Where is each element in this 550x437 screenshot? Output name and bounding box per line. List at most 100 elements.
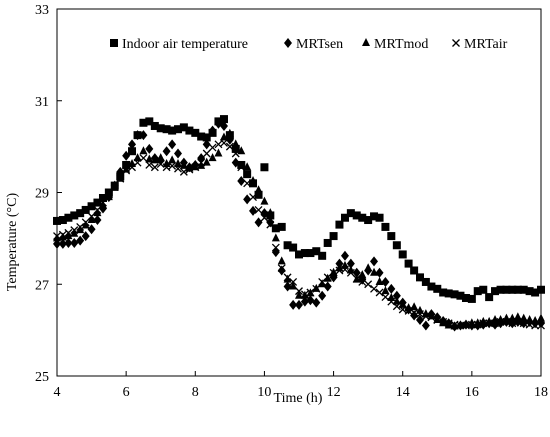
x-tick-label: 6 bbox=[123, 385, 130, 400]
data-point-mrtsen bbox=[64, 237, 73, 248]
data-point-mrtair bbox=[231, 149, 240, 158]
data-point-mrtmod bbox=[214, 148, 223, 157]
data-point-mrtmod bbox=[456, 320, 465, 329]
data-point-indoor-air-temperature bbox=[237, 160, 246, 169]
data-point-mrtair bbox=[358, 277, 367, 286]
data-point-indoor-air-temperature bbox=[381, 222, 390, 231]
data-point-mrtair bbox=[531, 321, 540, 330]
data-point-mrtair bbox=[64, 228, 73, 237]
data-point-mrtsen bbox=[208, 125, 217, 136]
data-point-indoor-air-temperature bbox=[502, 285, 511, 294]
data-point-indoor-air-temperature bbox=[283, 241, 292, 250]
data-point-mrtmod bbox=[225, 128, 234, 137]
data-point-indoor-air-temperature bbox=[433, 284, 442, 293]
legend-label-mrtair: MRTair bbox=[464, 37, 508, 52]
data-point-mrtair bbox=[191, 163, 200, 172]
data-point-mrtmod bbox=[133, 153, 142, 162]
data-point-mrtsen bbox=[410, 310, 419, 321]
y-tick-label: 31 bbox=[35, 95, 49, 110]
data-point-indoor-air-temperature bbox=[58, 216, 67, 225]
data-point-mrtair bbox=[513, 317, 522, 326]
cross-stroke bbox=[295, 287, 303, 296]
data-point-mrtmod bbox=[81, 220, 90, 229]
y-tick-label: 33 bbox=[35, 3, 49, 18]
data-point-mrtair bbox=[410, 308, 419, 317]
cross-stroke bbox=[473, 320, 482, 329]
data-point-mrtsen bbox=[243, 194, 252, 205]
legend-marker-mrtair bbox=[452, 39, 460, 47]
data-point-indoor-air-temperature bbox=[346, 209, 355, 218]
data-point-mrtair bbox=[93, 205, 102, 214]
data-point-indoor-air-temperature bbox=[444, 289, 453, 298]
data-point-mrtair bbox=[237, 163, 246, 172]
legend-label-mrtmod: MRTmod bbox=[374, 37, 428, 52]
series-layer bbox=[53, 115, 545, 332]
cross-stroke bbox=[53, 232, 61, 241]
data-point-mrtair bbox=[427, 313, 436, 322]
data-point-indoor-air-temperature bbox=[513, 285, 522, 294]
data-point-mrtair bbox=[537, 321, 545, 330]
data-point-indoor-air-temperature bbox=[70, 211, 79, 220]
cross-stroke bbox=[99, 198, 107, 207]
data-point-mrtmod bbox=[145, 154, 154, 163]
data-point-mrtair bbox=[174, 164, 182, 173]
data-point-mrtair bbox=[271, 243, 280, 252]
cross-stroke bbox=[508, 319, 517, 328]
cross-stroke bbox=[387, 297, 396, 306]
data-point-mrtair bbox=[346, 268, 355, 277]
cross-stroke bbox=[404, 306, 413, 315]
data-point-mrtmod bbox=[392, 296, 401, 305]
x-tick-label: 16 bbox=[465, 385, 479, 400]
cross-stroke bbox=[225, 142, 234, 151]
data-point-mrtmod bbox=[427, 311, 436, 320]
data-point-indoor-air-temperature bbox=[128, 147, 137, 156]
data-point-mrtmod bbox=[197, 160, 206, 169]
cross-stroke bbox=[162, 163, 171, 172]
data-point-mrtsen bbox=[81, 231, 90, 242]
data-point-indoor-air-temperature bbox=[410, 266, 419, 275]
data-point-mrtair bbox=[58, 230, 67, 239]
data-point-mrtair bbox=[289, 277, 298, 286]
data-point-mrtmod bbox=[53, 233, 61, 242]
data-point-mrtair bbox=[283, 273, 292, 282]
y-tick-label: 25 bbox=[35, 370, 49, 385]
cross-stroke bbox=[231, 149, 240, 158]
data-point-mrtsen bbox=[202, 139, 211, 150]
data-point-mrtsen bbox=[116, 166, 125, 177]
data-point-mrtmod bbox=[93, 208, 102, 217]
data-point-mrtsen bbox=[168, 139, 177, 150]
data-point-mrtsen bbox=[128, 139, 137, 150]
cross-stroke bbox=[145, 161, 154, 169]
cross-stroke bbox=[220, 138, 228, 147]
data-point-mrtair bbox=[145, 161, 154, 169]
data-point-indoor-air-temperature bbox=[531, 288, 540, 297]
plot-border bbox=[56, 8, 542, 377]
data-point-mrtmod bbox=[277, 256, 286, 265]
data-point-mrtsen bbox=[219, 120, 228, 131]
cross-stroke bbox=[277, 264, 286, 273]
cross-stroke bbox=[243, 179, 252, 188]
data-point-mrtair bbox=[381, 293, 390, 302]
data-point-mrtair bbox=[364, 280, 373, 289]
data-point-mrtsen bbox=[283, 281, 292, 292]
data-point-mrtsen bbox=[237, 176, 246, 187]
data-point-mrtsen bbox=[133, 130, 142, 141]
data-point-indoor-air-temperature bbox=[219, 115, 228, 124]
data-point-indoor-air-temperature bbox=[174, 125, 182, 134]
cross-stroke bbox=[271, 243, 280, 252]
data-point-indoor-air-temperature bbox=[179, 123, 188, 132]
data-point-mrtsen bbox=[76, 235, 85, 246]
data-point-indoor-air-temperature bbox=[358, 213, 367, 222]
data-point-indoor-air-temperature bbox=[456, 291, 465, 300]
data-point-indoor-air-temperature bbox=[254, 190, 263, 199]
data-point-mrtmod bbox=[496, 315, 505, 324]
data-point-indoor-air-temperature bbox=[496, 285, 505, 294]
cross-stroke bbox=[122, 166, 131, 175]
data-point-indoor-air-temperature bbox=[243, 170, 252, 179]
data-point-mrtmod bbox=[375, 276, 384, 285]
data-point-mrtair bbox=[387, 297, 396, 306]
data-point-indoor-air-temperature bbox=[156, 124, 165, 133]
data-point-indoor-air-temperature bbox=[508, 285, 517, 294]
data-point-indoor-air-temperature bbox=[335, 220, 344, 229]
cross-stroke bbox=[452, 39, 460, 47]
